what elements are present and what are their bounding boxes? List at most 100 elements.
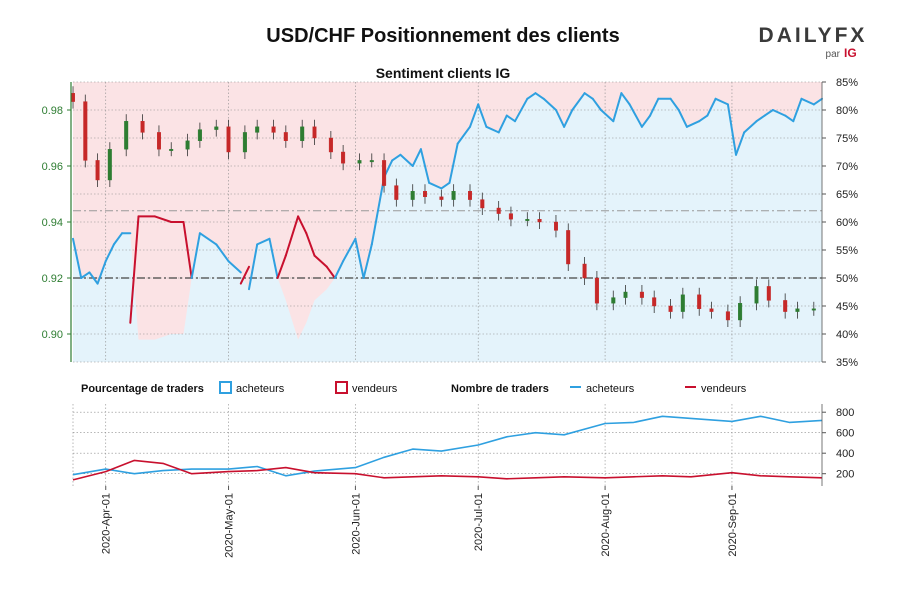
candle-body [766,286,771,301]
date-tick-label: 2020-Jun-01 [350,493,362,555]
price-tick-label: 0.92 [42,273,63,285]
buyers-pct-segment [96,260,107,285]
buyers-pct-segment [88,271,99,285]
buyers-pct-segment [391,153,402,162]
buyers-pct-segment [640,114,652,128]
count-grid [72,404,822,486]
candle-body [394,185,399,200]
buyers-pct-segment [514,97,529,123]
brand-sub-brand: IG [844,46,857,60]
candle-body [156,132,161,150]
candle-body [341,151,346,164]
buyers-pct-segment [792,97,803,123]
candle-body [811,308,816,311]
candle-body [680,294,685,312]
buyers-pct-segment [649,97,660,117]
buyers-pct-segment [80,271,91,279]
buyers-count-line [72,415,823,477]
date-tick-label: 2020-Apr-01 [101,493,113,554]
count-tick-label: 400 [836,448,854,460]
chart-subtitle: Sentiment clients IG [376,65,511,81]
pct-tick-label: 45% [836,301,858,313]
buyers-pct-segment [448,142,459,184]
candle-body [107,148,112,181]
buyers-pct-segment [190,232,201,279]
buyers-pct-segment [812,97,823,106]
candle-body [357,160,362,164]
candle-body [410,190,415,200]
buyers-pct-segment [497,114,508,134]
reference-lines [73,210,822,279]
buyers-pct-segment [555,109,566,128]
legend-pct-sellers-label: vendeurs [352,383,398,395]
pct-tick-label: 60% [836,217,858,229]
candle-body [271,126,276,133]
buyers-pct-segment [534,92,545,100]
buyers-pct-segment [714,97,729,106]
candle-body [451,190,456,200]
candle-body [214,126,219,130]
candle-body [554,221,559,231]
buyers-pct-segment [440,181,451,190]
candle-body [124,120,129,150]
date-tick-label: 2020-May-01 [224,493,236,558]
buyers-pct-segment [215,243,230,263]
buyers-pct-segment [354,237,365,279]
brand-name: DAILYFX [759,24,868,47]
brand-sub-prefix: par [826,49,841,60]
brand-logo: DAILYFX par IG [759,24,868,60]
date-tick-label: 2020-Jul-01 [473,493,485,551]
buyers-pct-segment [399,153,414,167]
buyers-pct-segment [428,181,443,190]
sellers-pct-segment [153,215,173,223]
candle-body [652,297,657,307]
candle-body [255,126,260,133]
candle-body [754,286,759,304]
candle-body [312,126,317,139]
price-axis: 0.90 0.92 0.94 0.96 0.98 [42,82,72,362]
candle-body [582,263,587,279]
candle-body [439,196,444,200]
buyers-pct-segment [456,125,471,145]
candle-body [140,120,145,133]
buyers-pct-segment [104,243,115,263]
count-tick-label: 200 [836,469,854,481]
buyers-pct-segment [612,92,623,123]
buyers-pct-segment [677,109,688,128]
candle-body [382,160,387,186]
buyers-pct-segment [669,97,680,111]
candle-body [623,291,628,298]
buyers-pct-segment [698,114,709,123]
pct-tick-label: 40% [836,329,858,341]
pct-tick-label: 75% [836,133,858,145]
buyers-pct-segment [763,109,774,117]
buyers-pct-segment [256,237,271,246]
candle-body [496,207,501,214]
buyers-pct-segment [743,120,758,134]
pct-tick-label: 70% [836,161,858,173]
buyers-pct-segment [771,109,787,117]
candle-body [668,305,673,312]
candle-body [300,126,305,142]
buyers-pct-segment [685,120,701,128]
sellers-count-line [72,459,823,481]
buyers-pct-segment [755,114,766,123]
sellers-pct-segment [313,254,328,268]
buyers-pct-segment [112,232,124,246]
buyers-pct-segment [505,114,516,123]
legend-count-buyers-label: acheteurs [586,383,635,395]
sellers-pct-segment [325,265,336,279]
buyers-pct-segment [591,97,602,111]
price-tick-label: 0.96 [42,161,63,173]
pct-tick-label: 80% [836,105,858,117]
candle-body [70,92,75,102]
candle-body [197,129,202,142]
date-axis: 2020-Apr-01 2020-May-01 2020-Jun-01 2020-Ju… [101,486,739,558]
buyers-pct-segment [706,97,717,117]
buyers-pct-segment [571,92,586,111]
candle-body [783,300,788,312]
candle-body [226,126,231,153]
percentage-lines [72,92,823,324]
